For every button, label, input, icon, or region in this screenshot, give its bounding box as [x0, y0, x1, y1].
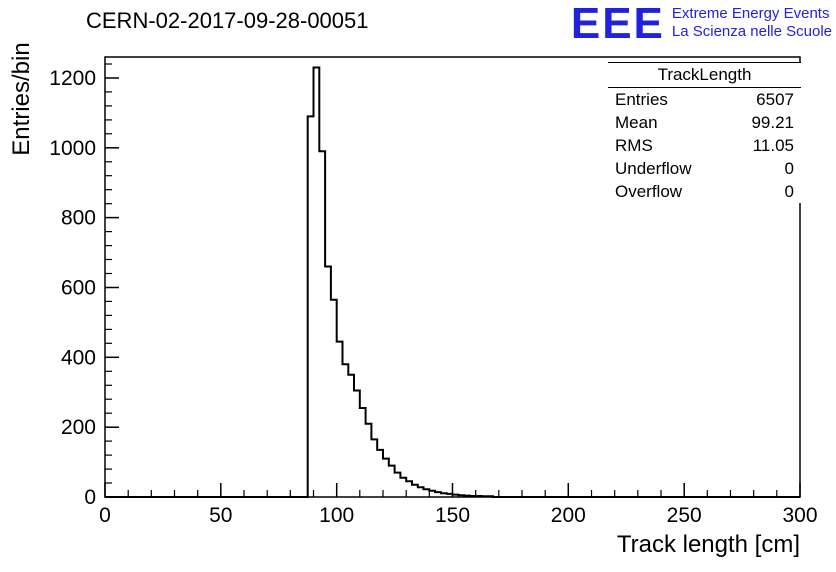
y-tick-label: 600: [61, 277, 96, 300]
stats-box: TrackLength Entries 6507 Mean 99.21 RMS …: [608, 62, 801, 203]
x-tick-label: 100: [319, 504, 354, 527]
eee-logo-captions: Extreme Energy Events La Scienza nelle S…: [672, 5, 832, 41]
y-tick-label: 1000: [49, 137, 96, 160]
stats-row-rms: RMS 11.05: [608, 134, 801, 157]
stats-title: TrackLength: [608, 63, 801, 88]
x-tick-label: 300: [782, 504, 817, 527]
y-tick-label: 200: [61, 416, 96, 439]
eee-logo-text: EEE: [570, 0, 665, 48]
stats-row-overflow: Overflow 0: [608, 180, 801, 203]
stats-value: 0: [784, 159, 794, 178]
x-tick-label: 50: [209, 504, 232, 527]
x-axis-title: Track length [cm]: [616, 531, 800, 558]
stats-row-underflow: Underflow 0: [608, 157, 801, 180]
stats-value: 99.21: [751, 113, 794, 132]
y-axis-title: Entries/bin: [8, 42, 35, 156]
stats-row-mean: Mean 99.21: [608, 111, 801, 134]
logo-line-1: Extreme Energy Events: [671, 5, 830, 22]
x-tick-label: 250: [667, 504, 702, 527]
y-tick-label: 800: [61, 207, 96, 230]
x-tick-label: 0: [99, 504, 111, 527]
stats-row-entries: Entries 6507: [608, 88, 801, 111]
stats-value: 0: [784, 182, 794, 201]
stats-value: 6507: [756, 90, 794, 109]
stats-label: RMS: [615, 136, 653, 155]
stats-label: Underflow: [615, 159, 692, 178]
y-tick-label: 1200: [49, 67, 96, 90]
y-tick-label: 400: [61, 346, 96, 369]
eee-logo: EEE Extreme Energy Events La Scienza nel…: [571, 2, 832, 46]
stats-label: Mean: [615, 113, 658, 132]
stats-value: 11.05: [752, 136, 794, 155]
x-tick-label: 200: [551, 504, 586, 527]
y-tick-label: 0: [84, 486, 96, 509]
stats-label: Entries: [615, 90, 668, 109]
logo-line-2: La Scienza nelle Scuole: [671, 23, 832, 40]
histogram-line: [105, 66, 800, 498]
stats-label: Overflow: [615, 182, 683, 201]
x-tick-label: 150: [435, 504, 470, 527]
plot-title: CERN-02-2017-09-28-00051: [86, 8, 369, 33]
